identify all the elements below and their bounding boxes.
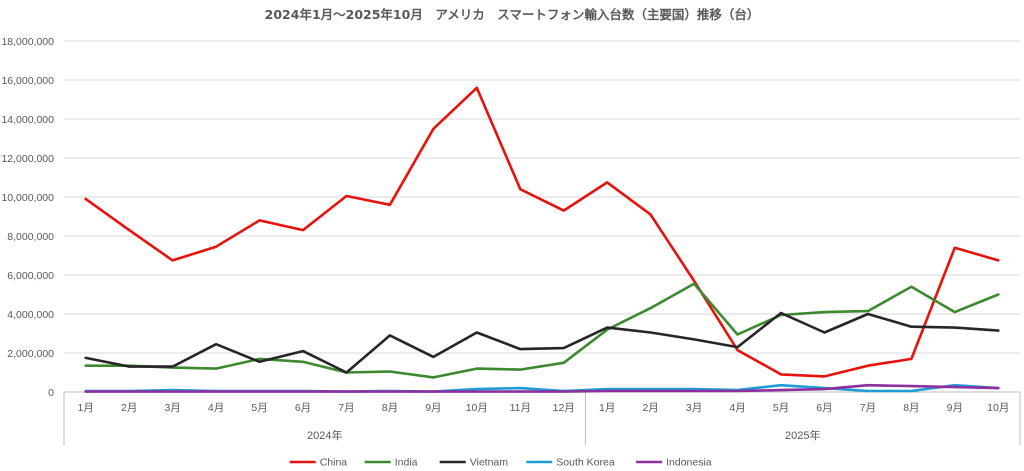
y-tick-label: 8,000,000 <box>7 231 54 243</box>
x-tick-label: 11月 <box>510 402 531 414</box>
x-tick-label: 2月 <box>642 402 658 414</box>
x-axis-ticks: 1月 2月 3月 4月 5月 6月 7月 8月 9月 10月 11月 12月 1月 2月 3月 4月 5月 6月 7… <box>78 402 1010 414</box>
x-tick-label: 4月 <box>729 402 745 414</box>
x-tick-label: 1月 <box>599 402 615 414</box>
x-tick-label: 5月 <box>251 402 267 414</box>
legend-label-vietnam: Vietnam <box>470 457 509 469</box>
x-tick-label: 1月 <box>78 402 94 414</box>
series-line-india <box>84 282 1000 379</box>
x-tick-label: 2月 <box>121 402 137 414</box>
y-tick-label: 12,000,000 <box>1 153 54 165</box>
x-group-label: 2024年 <box>307 428 342 442</box>
x-tick-label: 12月 <box>553 402 575 414</box>
x-group-label: 2025年 <box>785 428 820 442</box>
x-tick-label: 8月 <box>382 402 398 414</box>
x-tick-label: 9月 <box>947 402 963 414</box>
x-tick-label: 8月 <box>903 402 919 414</box>
legend-label-china: China <box>320 457 348 469</box>
x-tick-label: 6月 <box>295 402 311 414</box>
x-tick-label: 7月 <box>860 402 876 414</box>
x-tick-label: 10月 <box>987 402 1009 414</box>
x-tick-label: 10月 <box>466 402 488 414</box>
legend-label-indonesia: Indonesia <box>666 457 712 469</box>
y-tick-label: 2,000,000 <box>7 348 54 360</box>
series-lines <box>84 86 1000 393</box>
chart-title: 2024年1月～2025年10月 アメリカ スマートフォン輸入台数（主要国）推移… <box>265 7 760 22</box>
x-tick-label: 4月 <box>208 402 224 414</box>
legend: China India Vietnam South Korea Indonesia <box>289 457 712 469</box>
y-tick-label: 0 <box>48 387 54 399</box>
x-tick-label: 3月 <box>686 402 702 414</box>
x-tick-label: 9月 <box>425 402 441 414</box>
legend-label-india: India <box>395 457 418 469</box>
y-tick-label: 14,000,000 <box>1 114 54 126</box>
gridlines <box>64 40 1020 354</box>
y-tick-label: 4,000,000 <box>7 309 54 321</box>
x-tick-label: 5月 <box>773 402 789 414</box>
x-tick-label: 3月 <box>164 402 180 414</box>
x-tick-label: 6月 <box>816 402 832 414</box>
legend-label-south-korea: South Korea <box>556 457 615 469</box>
y-tick-label: 6,000,000 <box>7 270 54 282</box>
x-tick-label: 7月 <box>338 402 354 414</box>
x-axis <box>63 391 1021 445</box>
y-tick-label: 16,000,000 <box>1 75 54 87</box>
series-line-indonesia <box>84 383 1000 393</box>
y-axis-ticks: 0 2,000,000 4,000,000 6,000,000 8,000,000 10,… <box>1 36 54 399</box>
series-line-vietnam <box>84 311 1000 374</box>
series-line-china <box>84 86 1000 378</box>
y-tick-label: 18,000,000 <box>1 36 54 48</box>
y-tick-label: 10,000,000 <box>1 192 54 204</box>
x-axis-year-groups: 2024年 2025年 <box>307 428 820 442</box>
